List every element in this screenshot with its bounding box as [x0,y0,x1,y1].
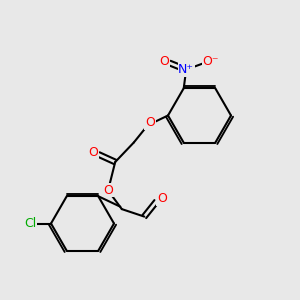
Text: O: O [145,116,155,130]
Text: O: O [88,146,98,159]
Text: O: O [159,55,169,68]
Text: O⁻: O⁻ [202,55,219,68]
Text: N⁺: N⁺ [178,63,194,76]
Text: Cl: Cl [24,217,36,230]
Text: O: O [103,184,113,197]
Text: O: O [157,192,166,205]
